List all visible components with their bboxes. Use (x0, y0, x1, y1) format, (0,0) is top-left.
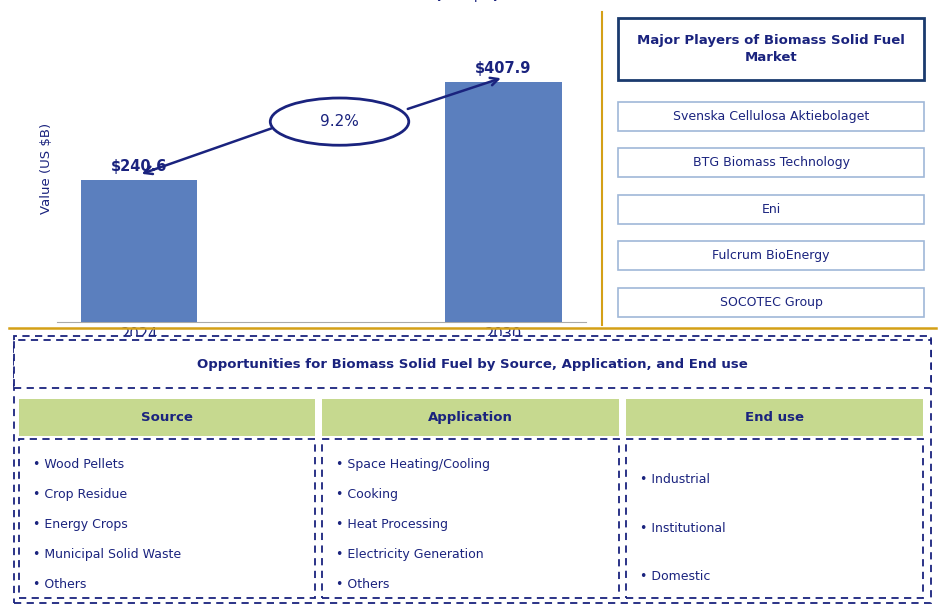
Text: Source: Source (141, 411, 193, 424)
Text: • Domestic: • Domestic (639, 570, 710, 583)
Bar (445, 82, 562, 322)
Text: • Space Heating/Cooling: • Space Heating/Cooling (336, 457, 490, 471)
Bar (617, 288, 923, 317)
Text: • Institutional: • Institutional (639, 522, 725, 535)
Bar (19, 399, 314, 436)
Text: • Electricity Generation: • Electricity Generation (336, 548, 483, 561)
Text: • Municipal Solid Waste: • Municipal Solid Waste (32, 548, 180, 561)
Bar (617, 241, 923, 270)
Text: $240.6: $240.6 (110, 160, 167, 174)
Text: Opportunities for Biomass Solid Fuel by Source, Application, and End use: Opportunities for Biomass Solid Fuel by … (197, 357, 747, 371)
Bar (617, 148, 923, 177)
Text: Fulcrum BioEnergy: Fulcrum BioEnergy (712, 249, 829, 262)
Bar (617, 102, 923, 131)
Bar (626, 438, 921, 599)
Text: • Cooking: • Cooking (336, 488, 397, 501)
Bar (617, 195, 923, 223)
Text: • Crop Residue: • Crop Residue (32, 488, 126, 501)
Text: • Industrial: • Industrial (639, 473, 709, 486)
Text: • Others: • Others (336, 578, 389, 591)
Text: • Heat Processing: • Heat Processing (336, 518, 447, 531)
Bar (617, 18, 923, 80)
Bar (19, 438, 314, 599)
Text: End use: End use (744, 411, 803, 424)
Ellipse shape (270, 98, 409, 146)
Text: Svenska Cellulosa Aktiebolaget: Svenska Cellulosa Aktiebolaget (672, 110, 868, 123)
Title: Global Biomass Solid Fuel Market (US $B): Global Biomass Solid Fuel Market (US $B) (143, 0, 498, 2)
Text: • Others: • Others (32, 578, 86, 591)
Y-axis label: Value (US $B): Value (US $B) (40, 123, 53, 214)
Bar (626, 399, 921, 436)
Bar (80, 181, 197, 322)
Text: • Wood Pellets: • Wood Pellets (32, 457, 124, 471)
Text: Source: Lucintel: Source: Lucintel (421, 370, 521, 383)
Text: 9.2%: 9.2% (320, 114, 359, 129)
Bar (322, 438, 618, 599)
Text: BTG Biomass Technology: BTG Biomass Technology (692, 156, 849, 169)
Text: SOCOTEC Group: SOCOTEC Group (719, 296, 821, 309)
Text: Major Players of Biomass Solid Fuel
Market: Major Players of Biomass Solid Fuel Mark… (636, 34, 904, 64)
Bar (14, 340, 930, 388)
Text: $407.9: $407.9 (475, 61, 531, 76)
Text: Application: Application (428, 411, 513, 424)
Text: Eni: Eni (761, 203, 780, 216)
Text: • Energy Crops: • Energy Crops (32, 518, 127, 531)
Bar (322, 399, 618, 436)
